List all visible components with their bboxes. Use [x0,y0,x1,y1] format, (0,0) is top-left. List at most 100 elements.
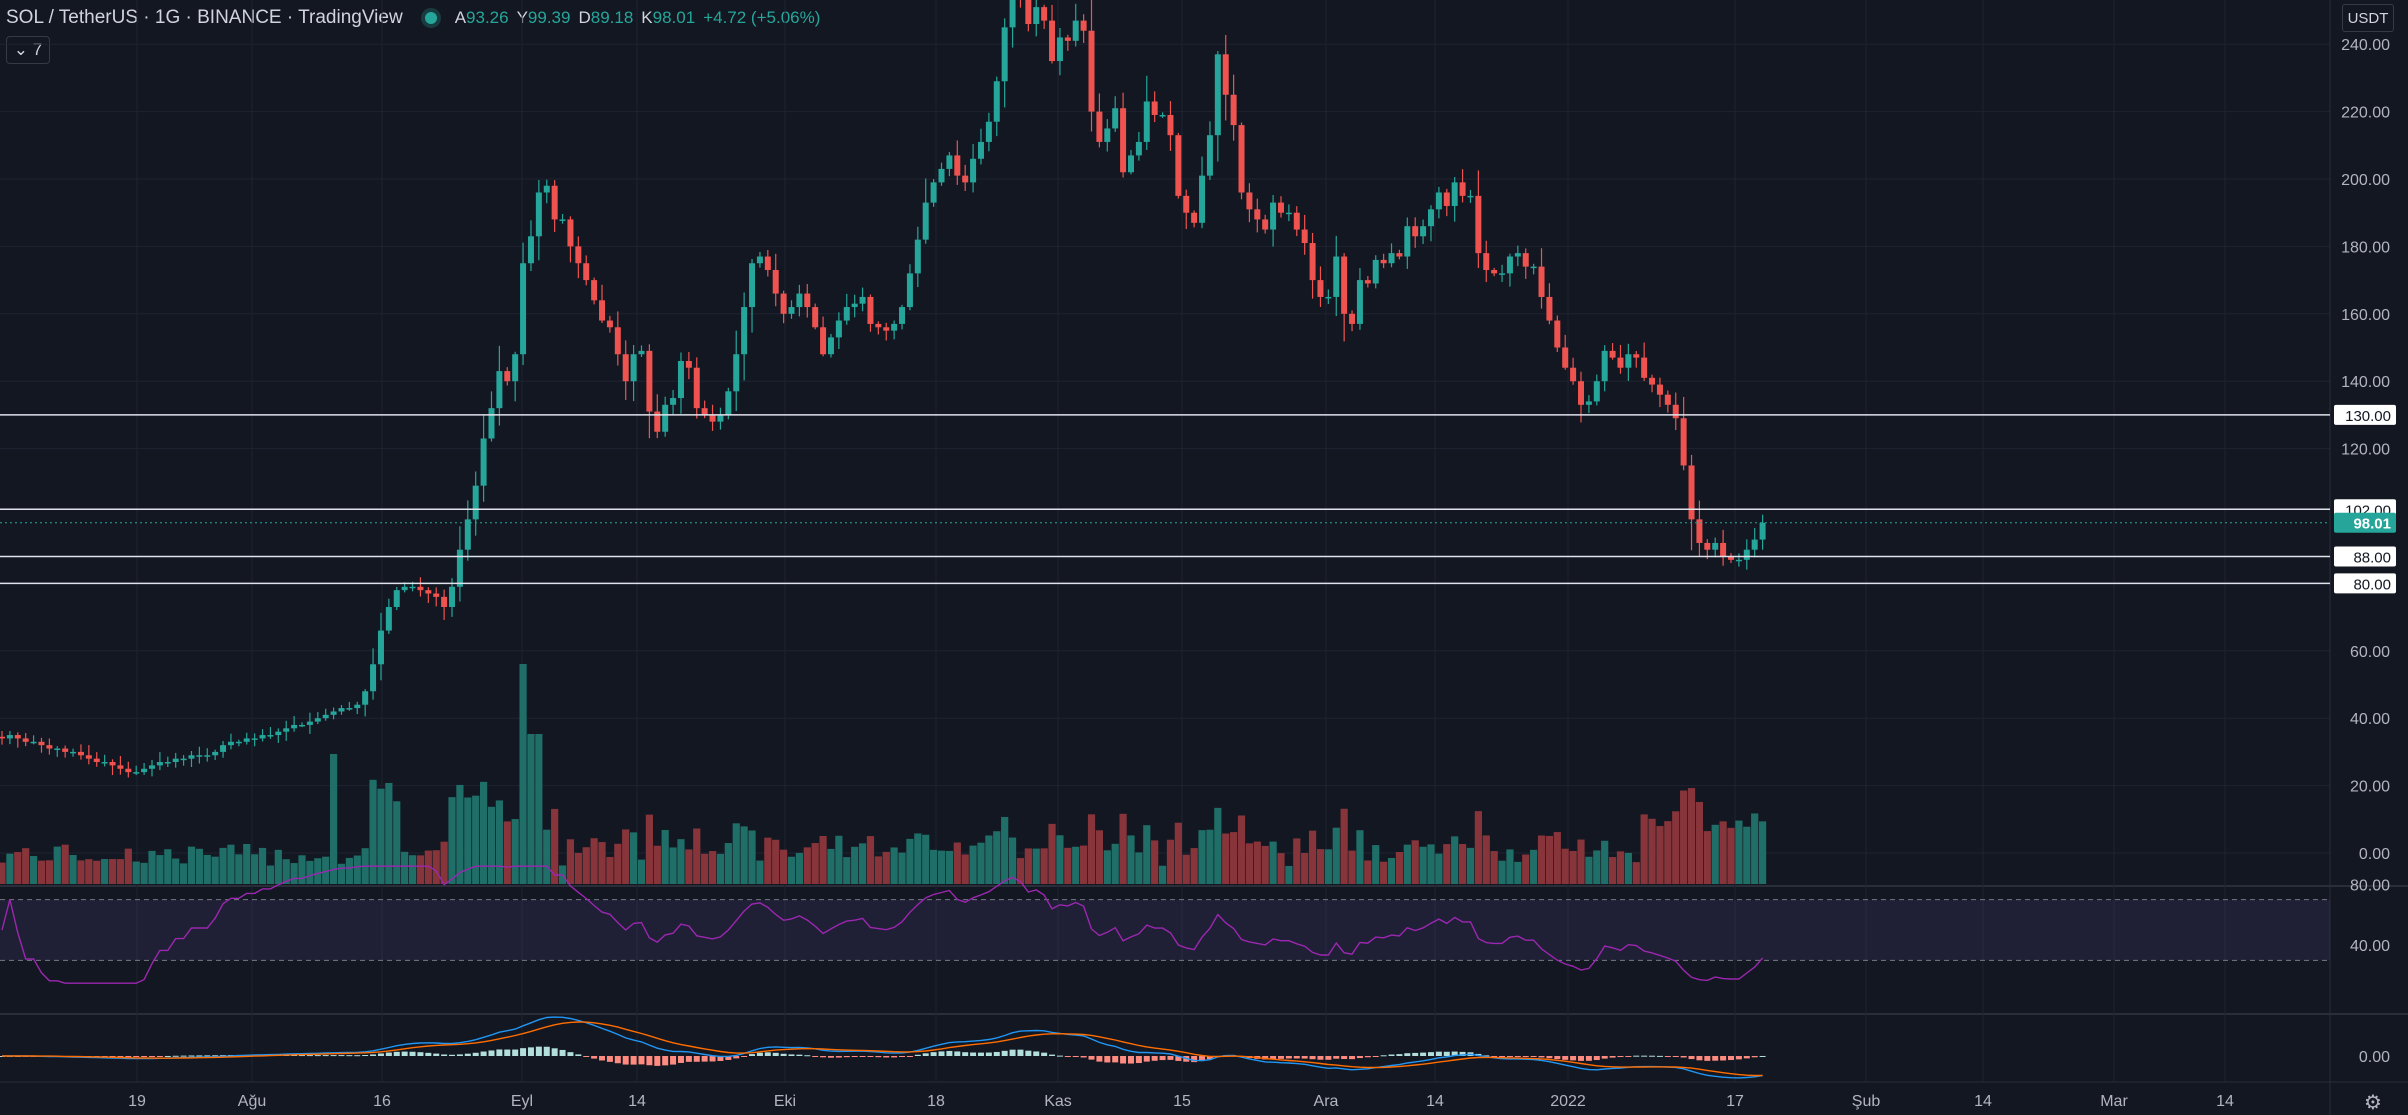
macd-histogram-bar [820,1056,827,1058]
volume-bar [977,842,985,884]
candle-body [1183,195,1190,213]
volume-bar [1095,830,1104,884]
volume-bar [251,854,259,884]
candle-body [638,350,645,355]
macd-histogram-bar [1112,1056,1119,1063]
candle-body [1293,212,1300,230]
volume-bar [227,844,235,884]
candle-body [22,738,29,742]
macd-histogram-bar [1096,1056,1103,1062]
candle-body [1491,269,1498,274]
volume-bar [1143,825,1151,884]
macd-histogram-bar [401,1051,408,1056]
candle-body [306,721,313,725]
macd-histogram-bar [1728,1056,1735,1061]
volume-bar [527,734,535,884]
volume-bar [519,664,527,884]
candle-body [1341,256,1348,314]
indicators-toggle-button[interactable]: ⌄ 7 [6,36,50,64]
candle-body [235,741,242,744]
volume-bar [993,831,1001,884]
level-label: 80.00 [2353,576,2391,593]
volume-bar [582,847,590,884]
candle-body [338,708,345,712]
macd-histogram-bar [559,1049,566,1056]
macd-histogram-bar [433,1053,440,1056]
symbol-title[interactable]: SOL / TetherUS · 1G · BINANCE · TradingV… [6,7,403,28]
volume-bar [1751,813,1759,884]
volume-bar [1719,821,1727,884]
candle-body [1254,209,1261,220]
candle-body [1688,465,1695,520]
candle-body [654,411,661,432]
candle-body [875,323,882,328]
volume-bar [1253,841,1261,884]
volume-bar [322,856,330,884]
macd-histogram-bar [630,1056,637,1065]
candle-body [259,735,266,739]
volume-bar [1166,839,1175,884]
volume-bar [843,857,851,884]
volume-bar [1624,852,1632,884]
volume-bar [756,860,764,884]
volume-bar [622,829,630,884]
macd-histogram-bar [725,1056,732,1060]
candle-body [1633,354,1640,358]
volume-bar [148,850,156,884]
volume-bar [1616,851,1625,884]
settings-gear-icon[interactable]: ⚙ [2364,1092,2382,1114]
volume-bar [179,863,188,884]
volume-bar [266,865,275,884]
candle-body [314,718,321,722]
macd-histogram-bar [1285,1056,1292,1059]
volume-bar [258,847,267,884]
signal-line [2,1021,1763,1077]
candle-body [685,360,692,368]
volume-bar [172,858,180,884]
candle-body [101,762,108,764]
macd-histogram-bar [954,1051,961,1056]
candle-body [1499,273,1506,275]
candle-body [1238,125,1245,193]
price-tick-label: 120.00 [2341,442,2390,459]
currency-button[interactable]: USDT [2342,4,2394,32]
candle-body [425,590,432,594]
volume-bar [1340,808,1348,884]
volume-bar [456,784,464,884]
volume-bar [598,842,606,884]
candle-body [401,586,408,591]
candle-body [670,398,677,405]
candle-body [1593,381,1600,402]
volume-bar [69,854,77,884]
macd-histogram-bar [1751,1056,1758,1058]
volume-bar [1585,856,1593,884]
candle-body [14,735,21,739]
level-label-bg [2334,573,2396,594]
time-tick-label: 15 [1173,1093,1191,1110]
macd-histogram-bar [1017,1049,1024,1056]
candle-body [733,354,740,392]
macd-histogram-bar [606,1056,613,1062]
macd-histogram-bar [567,1052,574,1056]
volume-bar [1032,848,1040,884]
time-tick-label: Ağu [238,1093,266,1110]
macd-histogram-bar [1759,1055,1766,1057]
macd-histogram-bar [385,1052,392,1056]
macd-histogram-bar [125,1056,132,1057]
candle-body [1617,357,1624,368]
macd-histogram-bar [1649,1055,1656,1057]
volume-bar [1056,835,1064,884]
macd-histogram-bar [1743,1056,1750,1059]
volume-bar [156,855,164,884]
candle-body [804,293,811,308]
macd-histogram-bar [1317,1056,1324,1060]
candle-body [835,320,842,338]
macd-histogram-bar [1293,1056,1300,1059]
macd-histogram-bar [662,1056,669,1066]
time-tick-label: 16 [373,1093,391,1110]
macd-histogram-bar [946,1050,953,1056]
volume-bar [29,856,38,884]
volume-bar [1380,861,1388,884]
volume-bar [1103,850,1111,884]
